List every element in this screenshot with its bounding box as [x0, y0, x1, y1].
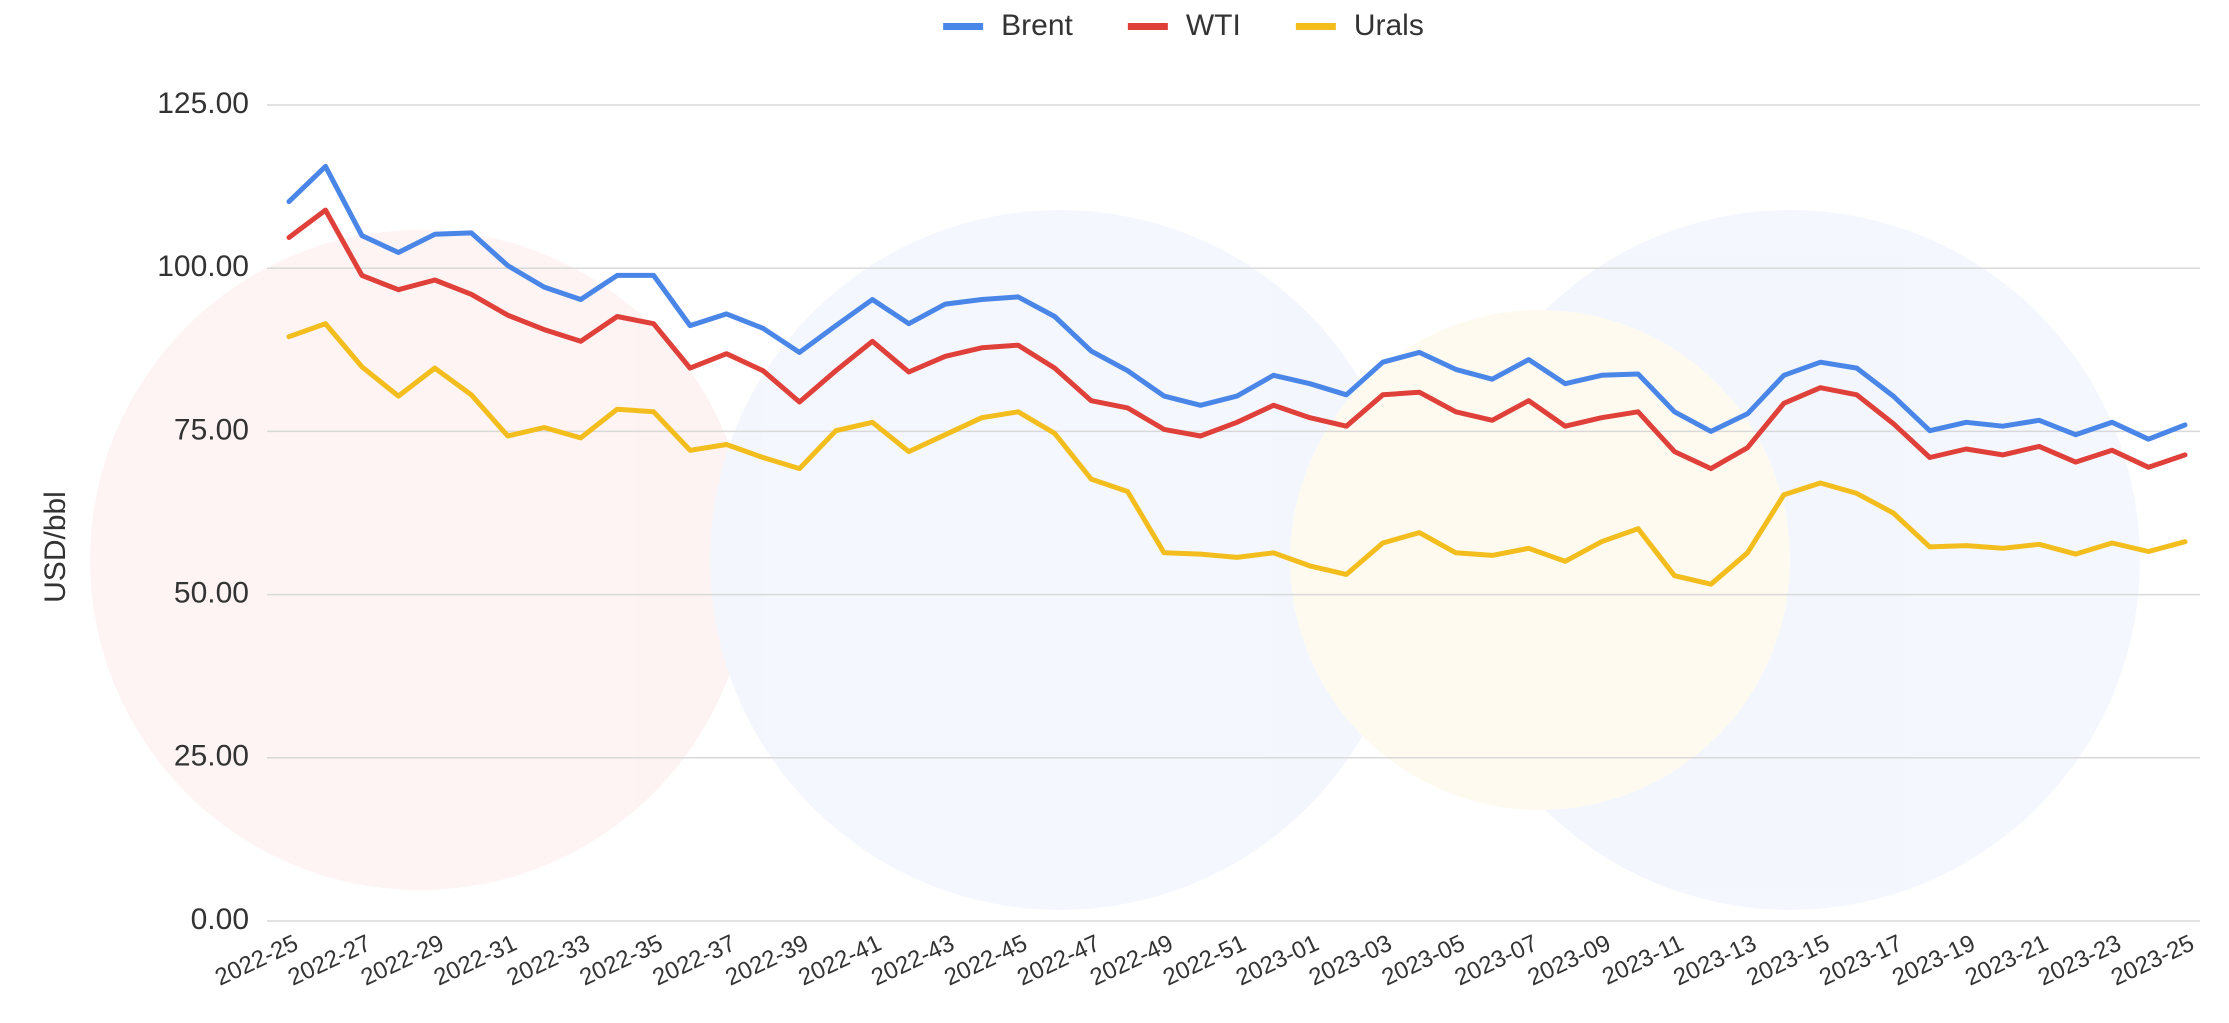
- line-series: [286, 163, 2188, 442]
- x-tick-label: 2022-39: [721, 930, 812, 992]
- x-tick-label: 2023-09: [1524, 930, 1615, 992]
- x-tick-label: 2022-27: [284, 930, 375, 992]
- x-tick-label: 2022-45: [940, 930, 1031, 992]
- y-axis-title: USD/bbl: [39, 491, 72, 603]
- x-tick-label: 2023-01: [1232, 930, 1323, 992]
- x-tick-label: 2022-51: [1159, 930, 1250, 992]
- x-tick-label: 2022-29: [357, 930, 448, 992]
- line-series: [286, 207, 2188, 472]
- background-logo: [90, 210, 2140, 910]
- x-tick-label: 2022-37: [649, 930, 740, 992]
- line-series: [286, 321, 2188, 587]
- legend-label: WTI: [1186, 9, 1241, 42]
- x-tick-label: 2023-13: [1669, 930, 1760, 992]
- legend-swatch: [1295, 23, 1336, 30]
- y-tick-label: 75.00: [174, 413, 249, 446]
- y-tick-label: 0.00: [191, 903, 249, 936]
- legend-swatch: [943, 23, 984, 30]
- x-tick-label: 2022-41: [794, 930, 885, 992]
- x-tick-label: 2022-33: [503, 930, 594, 992]
- y-tick-label: 50.00: [174, 577, 249, 610]
- x-tick-label: 2023-17: [1815, 930, 1906, 992]
- x-tick-label: 2023-23: [2034, 930, 2125, 992]
- y-tick-label: 25.00: [174, 740, 249, 773]
- x-tick-label: 2023-25: [2107, 930, 2198, 992]
- x-tick-label: 2023-05: [1378, 930, 1469, 992]
- x-tick-label: 2022-43: [867, 930, 958, 992]
- legend-label: Brent: [1001, 9, 1073, 42]
- y-tick-label: 100.00: [157, 250, 249, 283]
- legend-swatch: [1127, 23, 1168, 30]
- x-tick-label: 2022-47: [1013, 930, 1104, 992]
- x-tick-label: 2022-35: [576, 930, 667, 992]
- x-tick-label: 2023-03: [1305, 930, 1396, 992]
- x-tick-label: 2022-25: [211, 930, 302, 992]
- legend-label: Urals: [1354, 9, 1424, 42]
- x-tick-label: 2022-31: [430, 930, 521, 992]
- x-tick-label: 2023-19: [1888, 930, 1979, 992]
- x-tick-label: 2022-49: [1086, 930, 1177, 992]
- y-tick-label: 125.00: [157, 87, 249, 120]
- legend: Brent WTI Urals: [943, 9, 1424, 42]
- x-tick-label: 2023-11: [1598, 930, 1688, 991]
- x-tick-label: 2023-15: [1742, 930, 1833, 992]
- x-tick-label: 2023-07: [1451, 930, 1542, 992]
- x-tick-label: 2023-21: [1961, 930, 2052, 992]
